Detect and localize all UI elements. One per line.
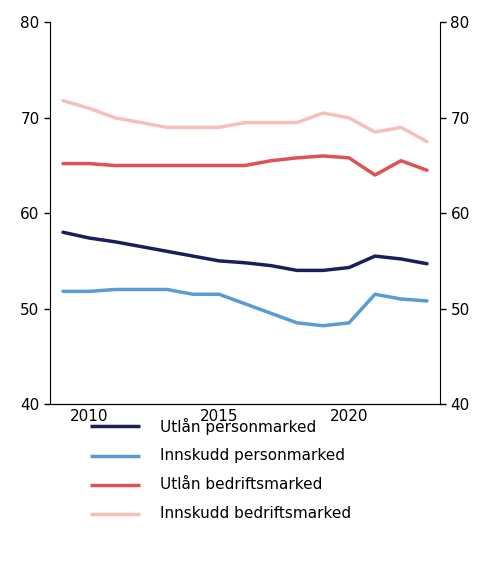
Text: Innskudd bedriftsmarked: Innskudd bedriftsmarked bbox=[160, 507, 351, 521]
Text: Utlån bedriftsmarked: Utlån bedriftsmarked bbox=[160, 477, 322, 492]
Text: Innskudd personmarked: Innskudd personmarked bbox=[160, 448, 345, 463]
Text: Utlån personmarked: Utlån personmarked bbox=[160, 418, 316, 435]
